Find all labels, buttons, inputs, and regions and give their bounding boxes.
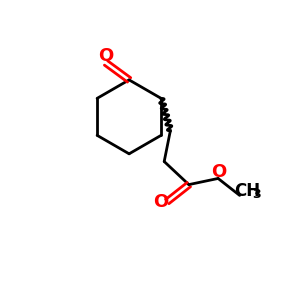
Text: O: O bbox=[153, 193, 168, 211]
Text: CH: CH bbox=[234, 182, 260, 200]
Text: O: O bbox=[211, 163, 226, 181]
Text: O: O bbox=[98, 47, 114, 65]
Text: 3: 3 bbox=[252, 188, 261, 201]
